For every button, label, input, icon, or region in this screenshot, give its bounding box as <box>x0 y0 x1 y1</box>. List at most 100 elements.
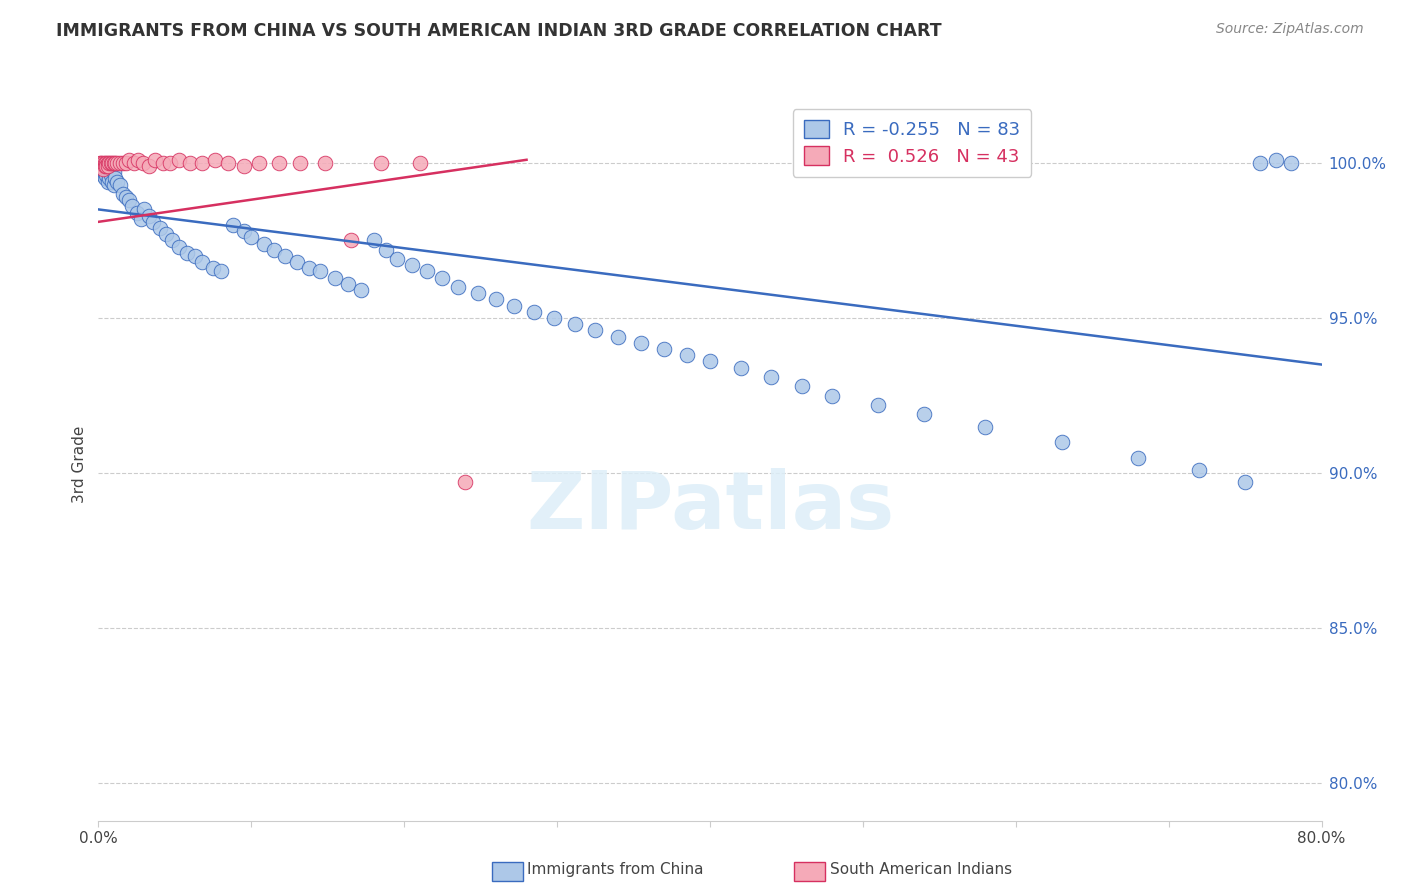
Point <box>222 218 245 232</box>
Point <box>125 205 148 219</box>
Point <box>503 299 526 313</box>
Point <box>90 156 112 170</box>
Point <box>97 174 120 188</box>
Point <box>111 156 134 170</box>
Point <box>730 360 752 375</box>
Point <box>94 162 117 177</box>
Point <box>93 171 115 186</box>
Point <box>101 174 124 188</box>
Point <box>111 186 134 201</box>
Point <box>138 209 160 223</box>
Point <box>240 230 263 244</box>
Point <box>169 240 191 254</box>
Point <box>191 156 214 170</box>
Legend: R = -0.255   N = 83, R =  0.526   N = 43: R = -0.255 N = 83, R = 0.526 N = 43 <box>793 109 1031 177</box>
Point <box>104 171 127 186</box>
Point <box>232 159 254 173</box>
Point <box>298 261 321 276</box>
Point <box>1264 153 1286 167</box>
Point <box>523 305 546 319</box>
Point <box>149 221 172 235</box>
Point <box>90 165 112 179</box>
Point <box>467 286 489 301</box>
Point <box>217 156 239 170</box>
Point <box>118 153 141 167</box>
Point <box>93 165 115 179</box>
Point <box>118 193 141 207</box>
Point <box>100 156 122 170</box>
Point <box>267 156 290 170</box>
Point <box>314 156 336 170</box>
Point <box>94 156 117 170</box>
Point <box>1050 435 1073 450</box>
Point <box>104 156 127 170</box>
Point <box>285 255 308 269</box>
Point <box>202 261 225 276</box>
Point <box>129 211 152 226</box>
Point <box>138 159 160 173</box>
Point <box>108 156 131 170</box>
Point <box>98 171 121 186</box>
Point <box>408 156 430 170</box>
Point <box>105 156 128 170</box>
Point <box>1128 450 1150 465</box>
Point <box>583 323 606 337</box>
Point <box>974 419 997 434</box>
Point <box>105 174 128 188</box>
Point <box>98 156 121 170</box>
Point <box>385 252 408 266</box>
Point <box>93 159 115 173</box>
Point <box>127 153 149 167</box>
Point <box>132 156 155 170</box>
Point <box>204 153 226 167</box>
Point <box>485 293 508 307</box>
Point <box>115 190 138 204</box>
Point <box>1234 475 1257 490</box>
Point <box>1249 156 1271 170</box>
Point <box>108 178 131 192</box>
Point <box>91 162 114 177</box>
Point <box>416 264 439 278</box>
Point <box>90 159 112 173</box>
Point <box>103 156 125 170</box>
Point <box>290 156 312 170</box>
Point <box>652 342 675 356</box>
Point <box>363 234 385 248</box>
Point <box>543 311 565 326</box>
Text: IMMIGRANTS FROM CHINA VS SOUTH AMERICAN INDIAN 3RD GRADE CORRELATION CHART: IMMIGRANTS FROM CHINA VS SOUTH AMERICAN … <box>56 22 942 40</box>
Point <box>93 156 115 170</box>
Point <box>209 264 232 278</box>
Point <box>169 153 191 167</box>
Point <box>1188 463 1211 477</box>
Point <box>350 283 373 297</box>
Point <box>90 159 112 173</box>
Point <box>152 156 174 170</box>
Point <box>91 156 114 170</box>
Point <box>179 156 201 170</box>
Point <box>339 234 361 248</box>
Point <box>103 165 125 179</box>
Text: Source: ZipAtlas.com: Source: ZipAtlas.com <box>1216 22 1364 37</box>
Text: South American Indians: South American Indians <box>830 863 1012 877</box>
Point <box>159 156 181 170</box>
Point <box>115 156 138 170</box>
Point <box>134 202 156 217</box>
Point <box>447 280 470 294</box>
Point <box>103 178 125 192</box>
Point <box>98 162 121 177</box>
Text: ZIPatlas: ZIPatlas <box>526 467 894 546</box>
Point <box>94 169 117 183</box>
Point <box>1279 156 1302 170</box>
Point <box>676 348 699 362</box>
Point <box>94 159 117 173</box>
Point <box>160 234 183 248</box>
Y-axis label: 3rd Grade: 3rd Grade <box>72 425 87 502</box>
Point <box>247 156 270 170</box>
Point <box>121 199 143 213</box>
Point <box>176 245 198 260</box>
Point <box>564 317 586 331</box>
Point <box>101 156 124 170</box>
Point <box>432 270 454 285</box>
Point <box>370 156 392 170</box>
Point <box>821 388 844 402</box>
